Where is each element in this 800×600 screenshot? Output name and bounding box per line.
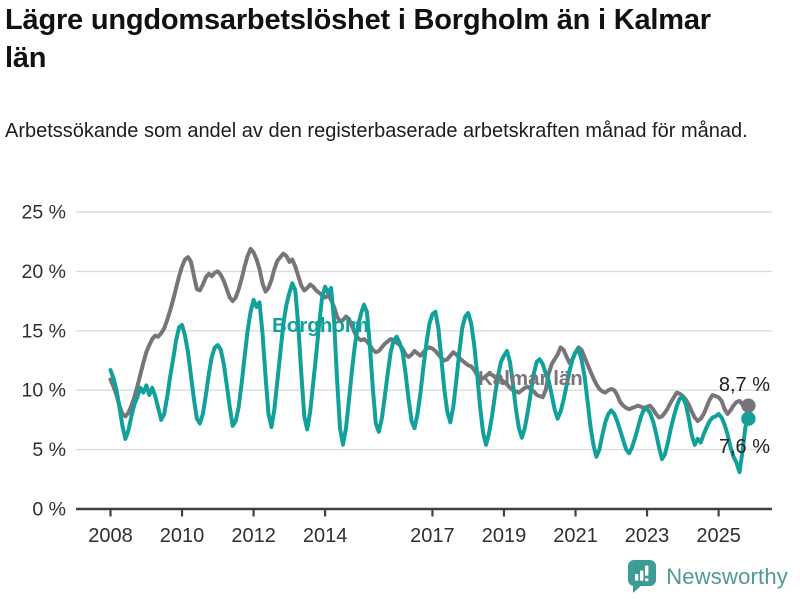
end-label-borgholm: 7,6 % <box>719 436 770 458</box>
x-tick-label: 2010 <box>160 525 205 547</box>
y-tick-label: 0 % <box>32 499 66 521</box>
x-tick-label: 2021 <box>553 525 598 547</box>
chart-area: 0 % 5 % 10 % 15 % 20 % 25 % 2008 2010 2012 2014 20… <box>0 195 800 560</box>
x-tick-label: 2012 <box>231 525 276 547</box>
y-tick-label: 10 % <box>22 380 66 402</box>
x-tick-label: 2014 <box>303 525 348 547</box>
end-dot-borgholm <box>741 411 756 426</box>
y-tick-label: 25 % <box>22 202 66 224</box>
x-tick-label: 2019 <box>482 525 527 547</box>
newsworthy-logo-icon <box>628 560 657 593</box>
y-tick-label: 15 % <box>22 320 66 342</box>
end-label-kalmar-lan: 8,7 % <box>719 374 770 396</box>
series-line-borgholm <box>108 281 751 475</box>
series-label-kalmar-lan: Kalmar län <box>478 367 583 390</box>
chart-svg: 0 % 5 % 10 % 15 % 20 % 25 % 2008 2010 2012 2014 20… <box>22 202 772 547</box>
end-dot-kalmar-l-n <box>741 398 756 413</box>
y-tick-label: 5 % <box>32 439 66 461</box>
brand-name: Newsworthy <box>666 563 788 589</box>
x-tick-label: 2025 <box>696 525 741 547</box>
y-tick-label: 20 % <box>22 261 66 283</box>
chart-title: Lägre ungdomsarbetslöshet i Borgholm än … <box>5 4 711 74</box>
x-tick-label: 2008 <box>88 525 133 547</box>
x-tick-label: 2023 <box>625 525 670 547</box>
series-label-borgholm: Borgholm <box>272 314 369 337</box>
chart-subtitle: Arbetssökande som andel av den registerb… <box>5 120 748 142</box>
footer-brand: Newsworthy <box>627 559 788 594</box>
x-tick-label: 2017 <box>410 525 455 547</box>
series-line-kalmar-l-n <box>108 246 751 424</box>
